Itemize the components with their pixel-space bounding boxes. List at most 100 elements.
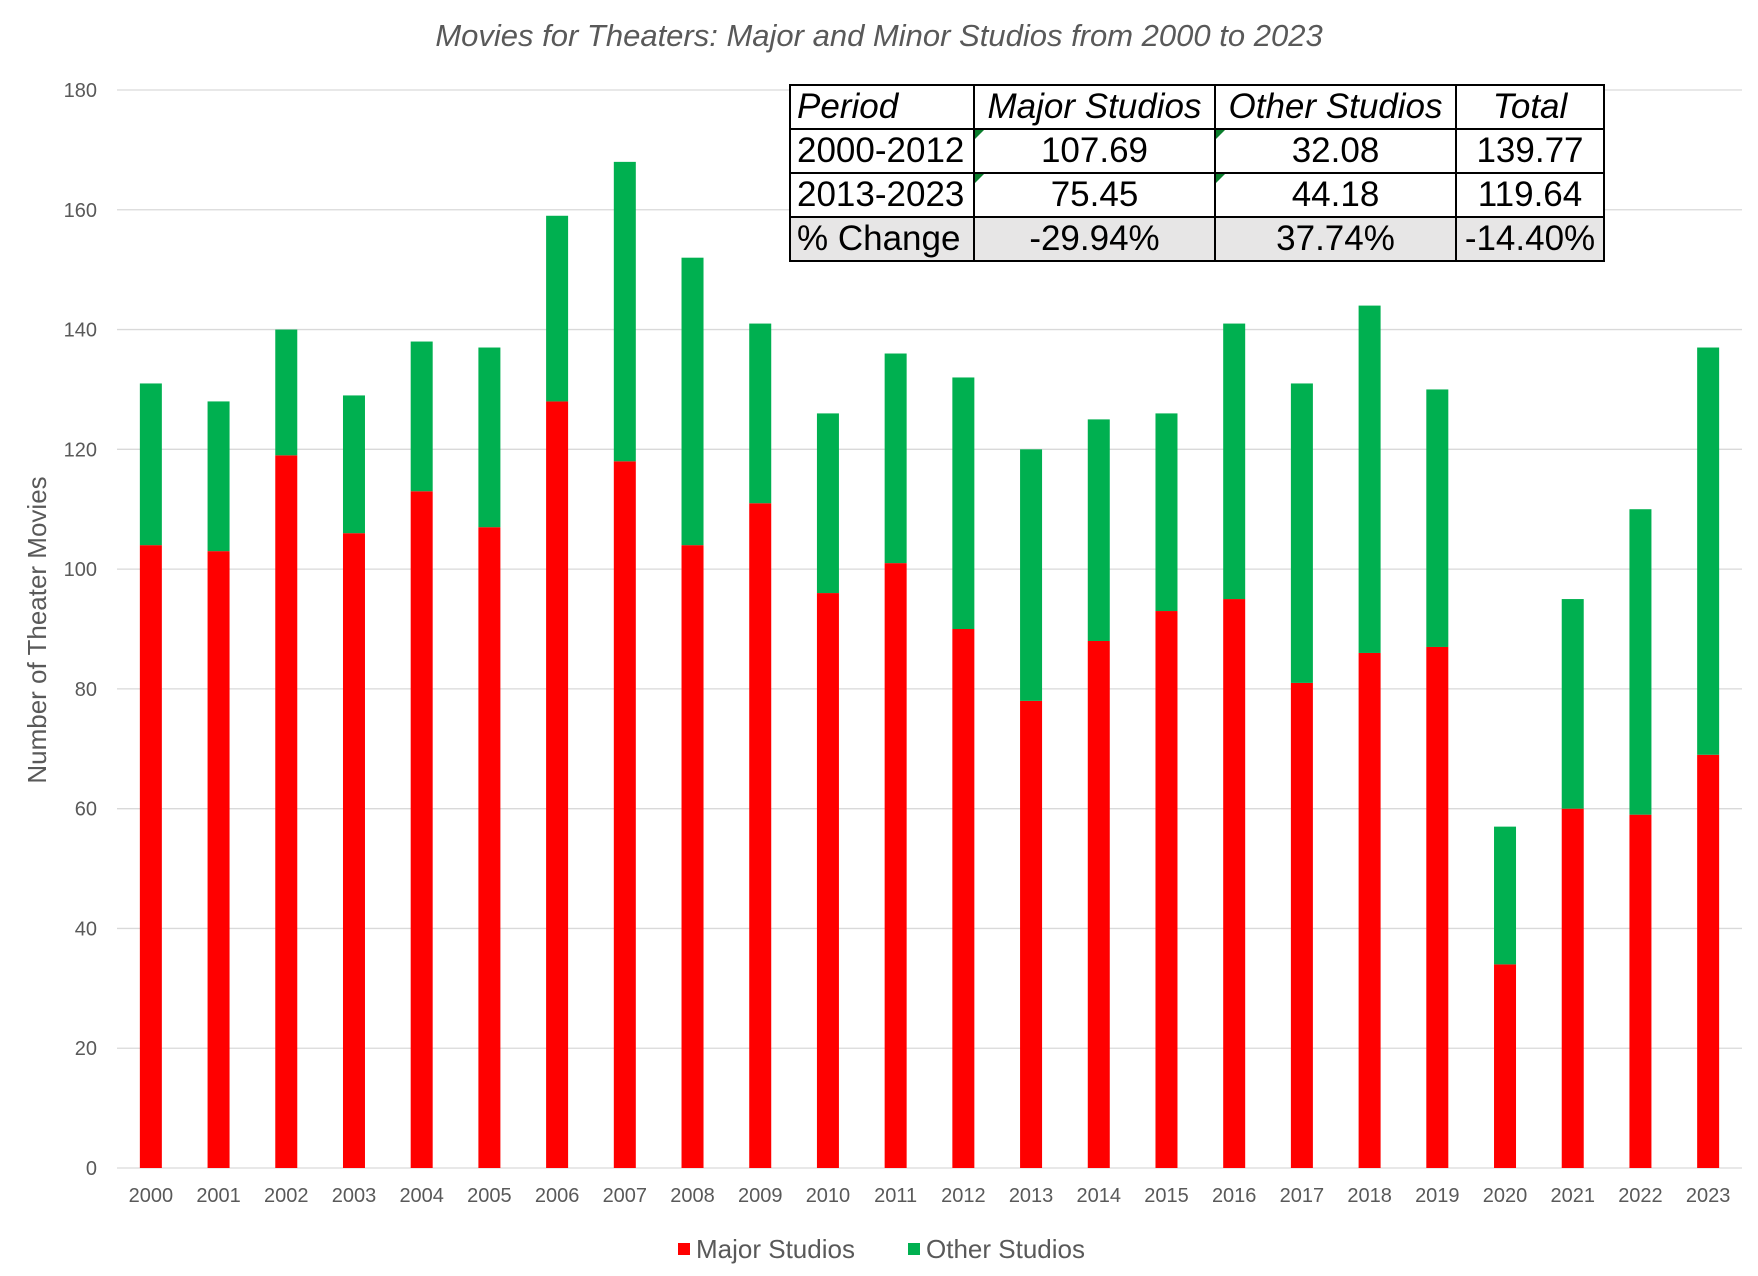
table-row: 2000-2012 107.69 32.08 139.77: [789, 128, 1605, 174]
header-other-studios: Other Studios: [1214, 84, 1457, 130]
bar-major-studios-2013: [1020, 700, 1043, 1168]
y-tick-label: 0: [86, 1158, 97, 1180]
bar-major-studios-2011: [884, 563, 907, 1168]
x-tick-label: 2006: [535, 1185, 580, 1207]
bar-other-studios-2018: [1358, 305, 1381, 653]
bar-major-studios-2017: [1290, 682, 1313, 1168]
chart-title: Movies for Theaters: Major and Minor Stu…: [435, 18, 1322, 53]
x-tick-label: 2002: [264, 1185, 309, 1207]
bar-major-studios-2002: [275, 455, 298, 1168]
y-tick-label: 100: [64, 559, 97, 581]
bar-major-studios-2018: [1358, 652, 1381, 1168]
x-tick-label: 2014: [1077, 1185, 1122, 1207]
bar-major-studios-2010: [816, 593, 839, 1168]
y-axis-title: Number of Theater Movies: [22, 476, 52, 783]
x-tick-label: 2008: [670, 1185, 715, 1207]
bar-other-studios-2001: [207, 401, 230, 552]
y-tick-label: 120: [64, 439, 97, 461]
bar-major-studios-2005: [478, 527, 501, 1168]
bar-other-studios-2009: [749, 323, 772, 504]
bar-other-studios-2008: [681, 257, 704, 546]
header-period: Period: [789, 84, 975, 130]
x-tick-label: 2010: [806, 1185, 851, 1207]
summary-table: Period Major Studios Other Studios Total…: [789, 84, 1605, 262]
legend-label-major: Major Studios: [696, 1234, 855, 1264]
row-other: 37.74%: [1214, 216, 1457, 262]
row-other-value: 44.18: [1291, 175, 1380, 214]
error-flag-icon: [1216, 130, 1225, 139]
row-major-value: 75.45: [1050, 175, 1139, 214]
bar-major-studios-2022: [1629, 814, 1652, 1168]
bar-other-studios-2023: [1697, 347, 1720, 755]
x-tick-label: 2007: [603, 1185, 648, 1207]
x-tick-label: 2015: [1144, 1185, 1189, 1207]
legend: Major Studios Other Studios: [678, 1234, 1085, 1264]
x-tick-label: 2023: [1686, 1185, 1731, 1207]
x-tick-label: 2003: [332, 1185, 377, 1207]
x-tick-label: 2000: [129, 1185, 174, 1207]
bar-major-studios-2004: [410, 491, 433, 1168]
bar-other-studios-2007: [613, 161, 636, 462]
y-tick-label: 60: [75, 799, 97, 821]
x-tick-label: 2011: [874, 1185, 917, 1207]
bar-major-studios-2000: [139, 545, 162, 1168]
y-tick-label: 40: [75, 918, 97, 940]
bar-other-studios-2006: [546, 215, 569, 402]
bar-other-studios-2014: [1087, 419, 1110, 641]
x-tick-label: 2017: [1280, 1185, 1325, 1207]
bar-major-studios-2020: [1494, 964, 1517, 1168]
x-tick-label: 2005: [467, 1185, 512, 1207]
row-major: 75.45: [973, 172, 1216, 218]
legend-swatch-major: [678, 1243, 690, 1255]
bar-major-studios-2012: [952, 629, 975, 1168]
bar-other-studios-2002: [275, 329, 298, 456]
row-total: 139.77: [1455, 128, 1605, 174]
bar-major-studios-2016: [1223, 599, 1246, 1168]
header-total: Total: [1455, 84, 1605, 130]
y-tick-label: 160: [64, 200, 97, 222]
bar-other-studios-2021: [1561, 599, 1584, 809]
x-tick-label: 2012: [941, 1185, 986, 1207]
bar-major-studios-2023: [1697, 754, 1720, 1168]
x-tick-label: 2001: [196, 1185, 241, 1207]
x-tick-label: 2019: [1415, 1185, 1460, 1207]
bar-major-studios-2014: [1087, 640, 1110, 1168]
error-flag-icon: [975, 174, 984, 183]
bar-major-studios-2021: [1561, 808, 1584, 1168]
bar-other-studios-2010: [816, 413, 839, 594]
bar-major-studios-2019: [1426, 646, 1449, 1168]
row-total: 119.64: [1455, 172, 1605, 218]
bar-other-studios-2004: [410, 341, 433, 492]
row-total: -14.40%: [1455, 216, 1605, 262]
bar-other-studios-2011: [884, 353, 907, 564]
table-row: 2013-2023 75.45 44.18 119.64: [789, 172, 1605, 218]
x-axis-ticks: 2000 2001 2002 2003 2004 2005 2006 2007 2008 2009…: [129, 1185, 1731, 1207]
row-major-value: 107.69: [1040, 131, 1149, 170]
x-tick-label: 2016: [1212, 1185, 1257, 1207]
y-tick-label: 140: [64, 320, 97, 342]
bar-major-studios-2015: [1155, 611, 1178, 1168]
x-tick-label: 2020: [1483, 1185, 1528, 1207]
x-tick-label: 2018: [1347, 1185, 1392, 1207]
header-major-studios: Major Studios: [973, 84, 1216, 130]
bar-major-studios-2001: [207, 551, 230, 1168]
x-tick-label: 2021: [1550, 1185, 1595, 1207]
x-tick-label: 2022: [1618, 1185, 1663, 1207]
y-tick-label: 180: [64, 80, 97, 102]
row-other-value: 32.08: [1291, 131, 1380, 170]
bar-other-studios-2022: [1629, 509, 1652, 815]
bar-other-studios-2015: [1155, 413, 1178, 612]
bar-major-studios-2009: [749, 503, 772, 1168]
row-other: 32.08: [1214, 128, 1457, 174]
bars: [139, 161, 1720, 1168]
legend-swatch-other: [908, 1243, 920, 1255]
bar-other-studios-2016: [1223, 323, 1246, 600]
bar-other-studios-2013: [1020, 449, 1043, 701]
x-tick-label: 2009: [738, 1185, 783, 1207]
bar-other-studios-2000: [139, 383, 162, 546]
row-period: 2013-2023: [789, 172, 975, 218]
row-major: -29.94%: [973, 216, 1216, 262]
bar-other-studios-2017: [1290, 383, 1313, 683]
error-flag-icon: [1216, 174, 1225, 183]
row-period: % Change: [789, 216, 975, 262]
